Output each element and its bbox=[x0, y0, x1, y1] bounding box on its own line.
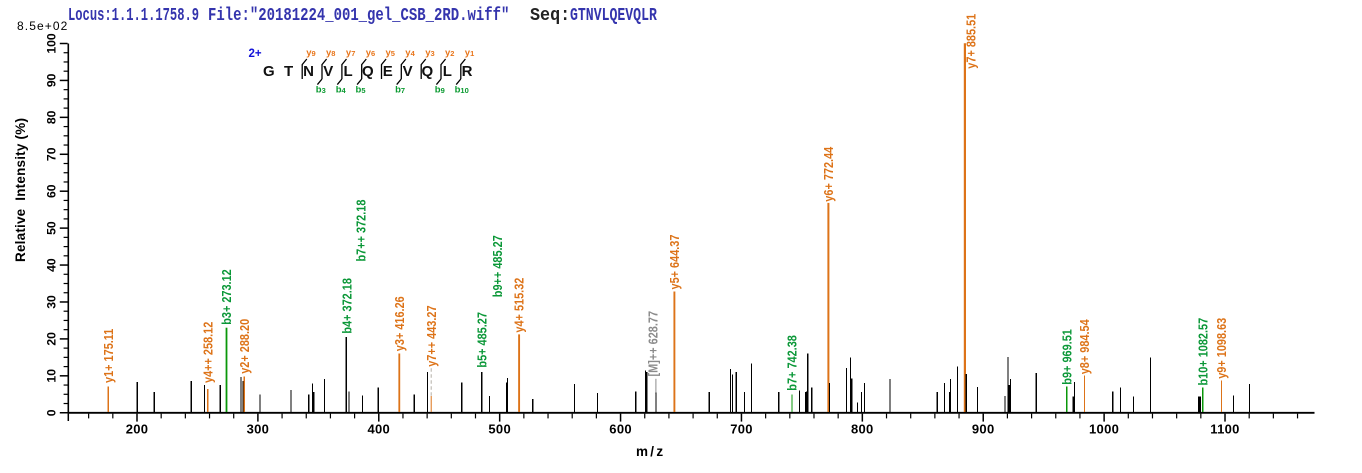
svg-text:b9+ 969.51: b9+ 969.51 bbox=[1059, 329, 1074, 385]
svg-text:y4+ 515.32: y4+ 515.32 bbox=[512, 277, 527, 332]
svg-text:b3: b3 bbox=[316, 85, 326, 96]
svg-text:200: 200 bbox=[126, 421, 149, 436]
svg-text:b7: b7 bbox=[395, 85, 405, 96]
svg-text:y8: y8 bbox=[326, 48, 335, 59]
svg-text:800: 800 bbox=[851, 421, 874, 436]
svg-text:b3+ 273.12: b3+ 273.12 bbox=[219, 269, 234, 325]
svg-text:b10+ 1082.57: b10+ 1082.57 bbox=[1195, 318, 1210, 386]
svg-text:y4++ 258.12: y4++ 258.12 bbox=[200, 321, 215, 383]
svg-text:1100: 1100 bbox=[1210, 421, 1239, 436]
svg-text:0: 0 bbox=[45, 409, 59, 416]
svg-text:y9: y9 bbox=[306, 48, 315, 59]
svg-text:y6+ 772.44: y6+ 772.44 bbox=[821, 146, 836, 201]
svg-text:300: 300 bbox=[247, 421, 270, 436]
svg-text:b4+ 372.18: b4+ 372.18 bbox=[340, 278, 355, 334]
svg-text:80: 80 bbox=[45, 110, 59, 124]
svg-text:30: 30 bbox=[45, 295, 59, 309]
svg-text:y7+ 885.51: y7+ 885.51 bbox=[963, 13, 978, 68]
svg-text:y7++ 443.27: y7++ 443.27 bbox=[424, 305, 439, 367]
svg-text:[M]++ 628.77: [M]++ 628.77 bbox=[646, 311, 661, 377]
svg-text:700: 700 bbox=[730, 421, 753, 436]
svg-text:500: 500 bbox=[488, 421, 511, 436]
svg-text:400: 400 bbox=[368, 421, 391, 436]
svg-text:y1+ 175.11: y1+ 175.11 bbox=[101, 328, 116, 383]
svg-text:90: 90 bbox=[45, 73, 59, 87]
svg-text:900: 900 bbox=[972, 421, 995, 436]
svg-text:40: 40 bbox=[45, 258, 59, 272]
svg-text:y5+ 644.37: y5+ 644.37 bbox=[667, 234, 682, 289]
svg-text:10: 10 bbox=[45, 369, 59, 383]
svg-text:b7+ 742.38: b7+ 742.38 bbox=[785, 335, 800, 391]
svg-text:20: 20 bbox=[45, 332, 59, 346]
svg-text:y3+ 416.26: y3+ 416.26 bbox=[392, 296, 407, 351]
svg-text:y9+ 1098.63: y9+ 1098.63 bbox=[1214, 317, 1229, 378]
svg-text:y2+ 288.20: y2+ 288.20 bbox=[237, 319, 252, 374]
svg-text:600: 600 bbox=[609, 421, 632, 436]
svg-text:y5: y5 bbox=[386, 48, 395, 59]
svg-text:60: 60 bbox=[45, 184, 59, 198]
svg-text:b7++ 372.18: b7++ 372.18 bbox=[353, 199, 368, 261]
svg-text:100: 100 bbox=[45, 33, 59, 54]
svg-text:1000: 1000 bbox=[1089, 421, 1119, 436]
svg-text:b10: b10 bbox=[455, 85, 469, 96]
svg-text:y1: y1 bbox=[465, 48, 474, 59]
svg-text:70: 70 bbox=[45, 147, 59, 161]
svg-text:y8+ 984.54: y8+ 984.54 bbox=[1077, 319, 1092, 374]
svg-text:50: 50 bbox=[45, 221, 59, 235]
svg-text:y2: y2 bbox=[445, 48, 454, 59]
svg-text:b5: b5 bbox=[356, 85, 366, 96]
svg-text:y6: y6 bbox=[366, 48, 375, 59]
svg-text:y3: y3 bbox=[425, 48, 434, 59]
svg-text:y7: y7 bbox=[346, 48, 355, 59]
svg-text:b9++ 485.27: b9++ 485.27 bbox=[490, 235, 505, 297]
svg-text:y4: y4 bbox=[405, 48, 415, 59]
svg-text:b9: b9 bbox=[435, 85, 445, 96]
svg-text:b5+ 485.27: b5+ 485.27 bbox=[474, 312, 489, 368]
svg-text:b4: b4 bbox=[336, 85, 347, 96]
